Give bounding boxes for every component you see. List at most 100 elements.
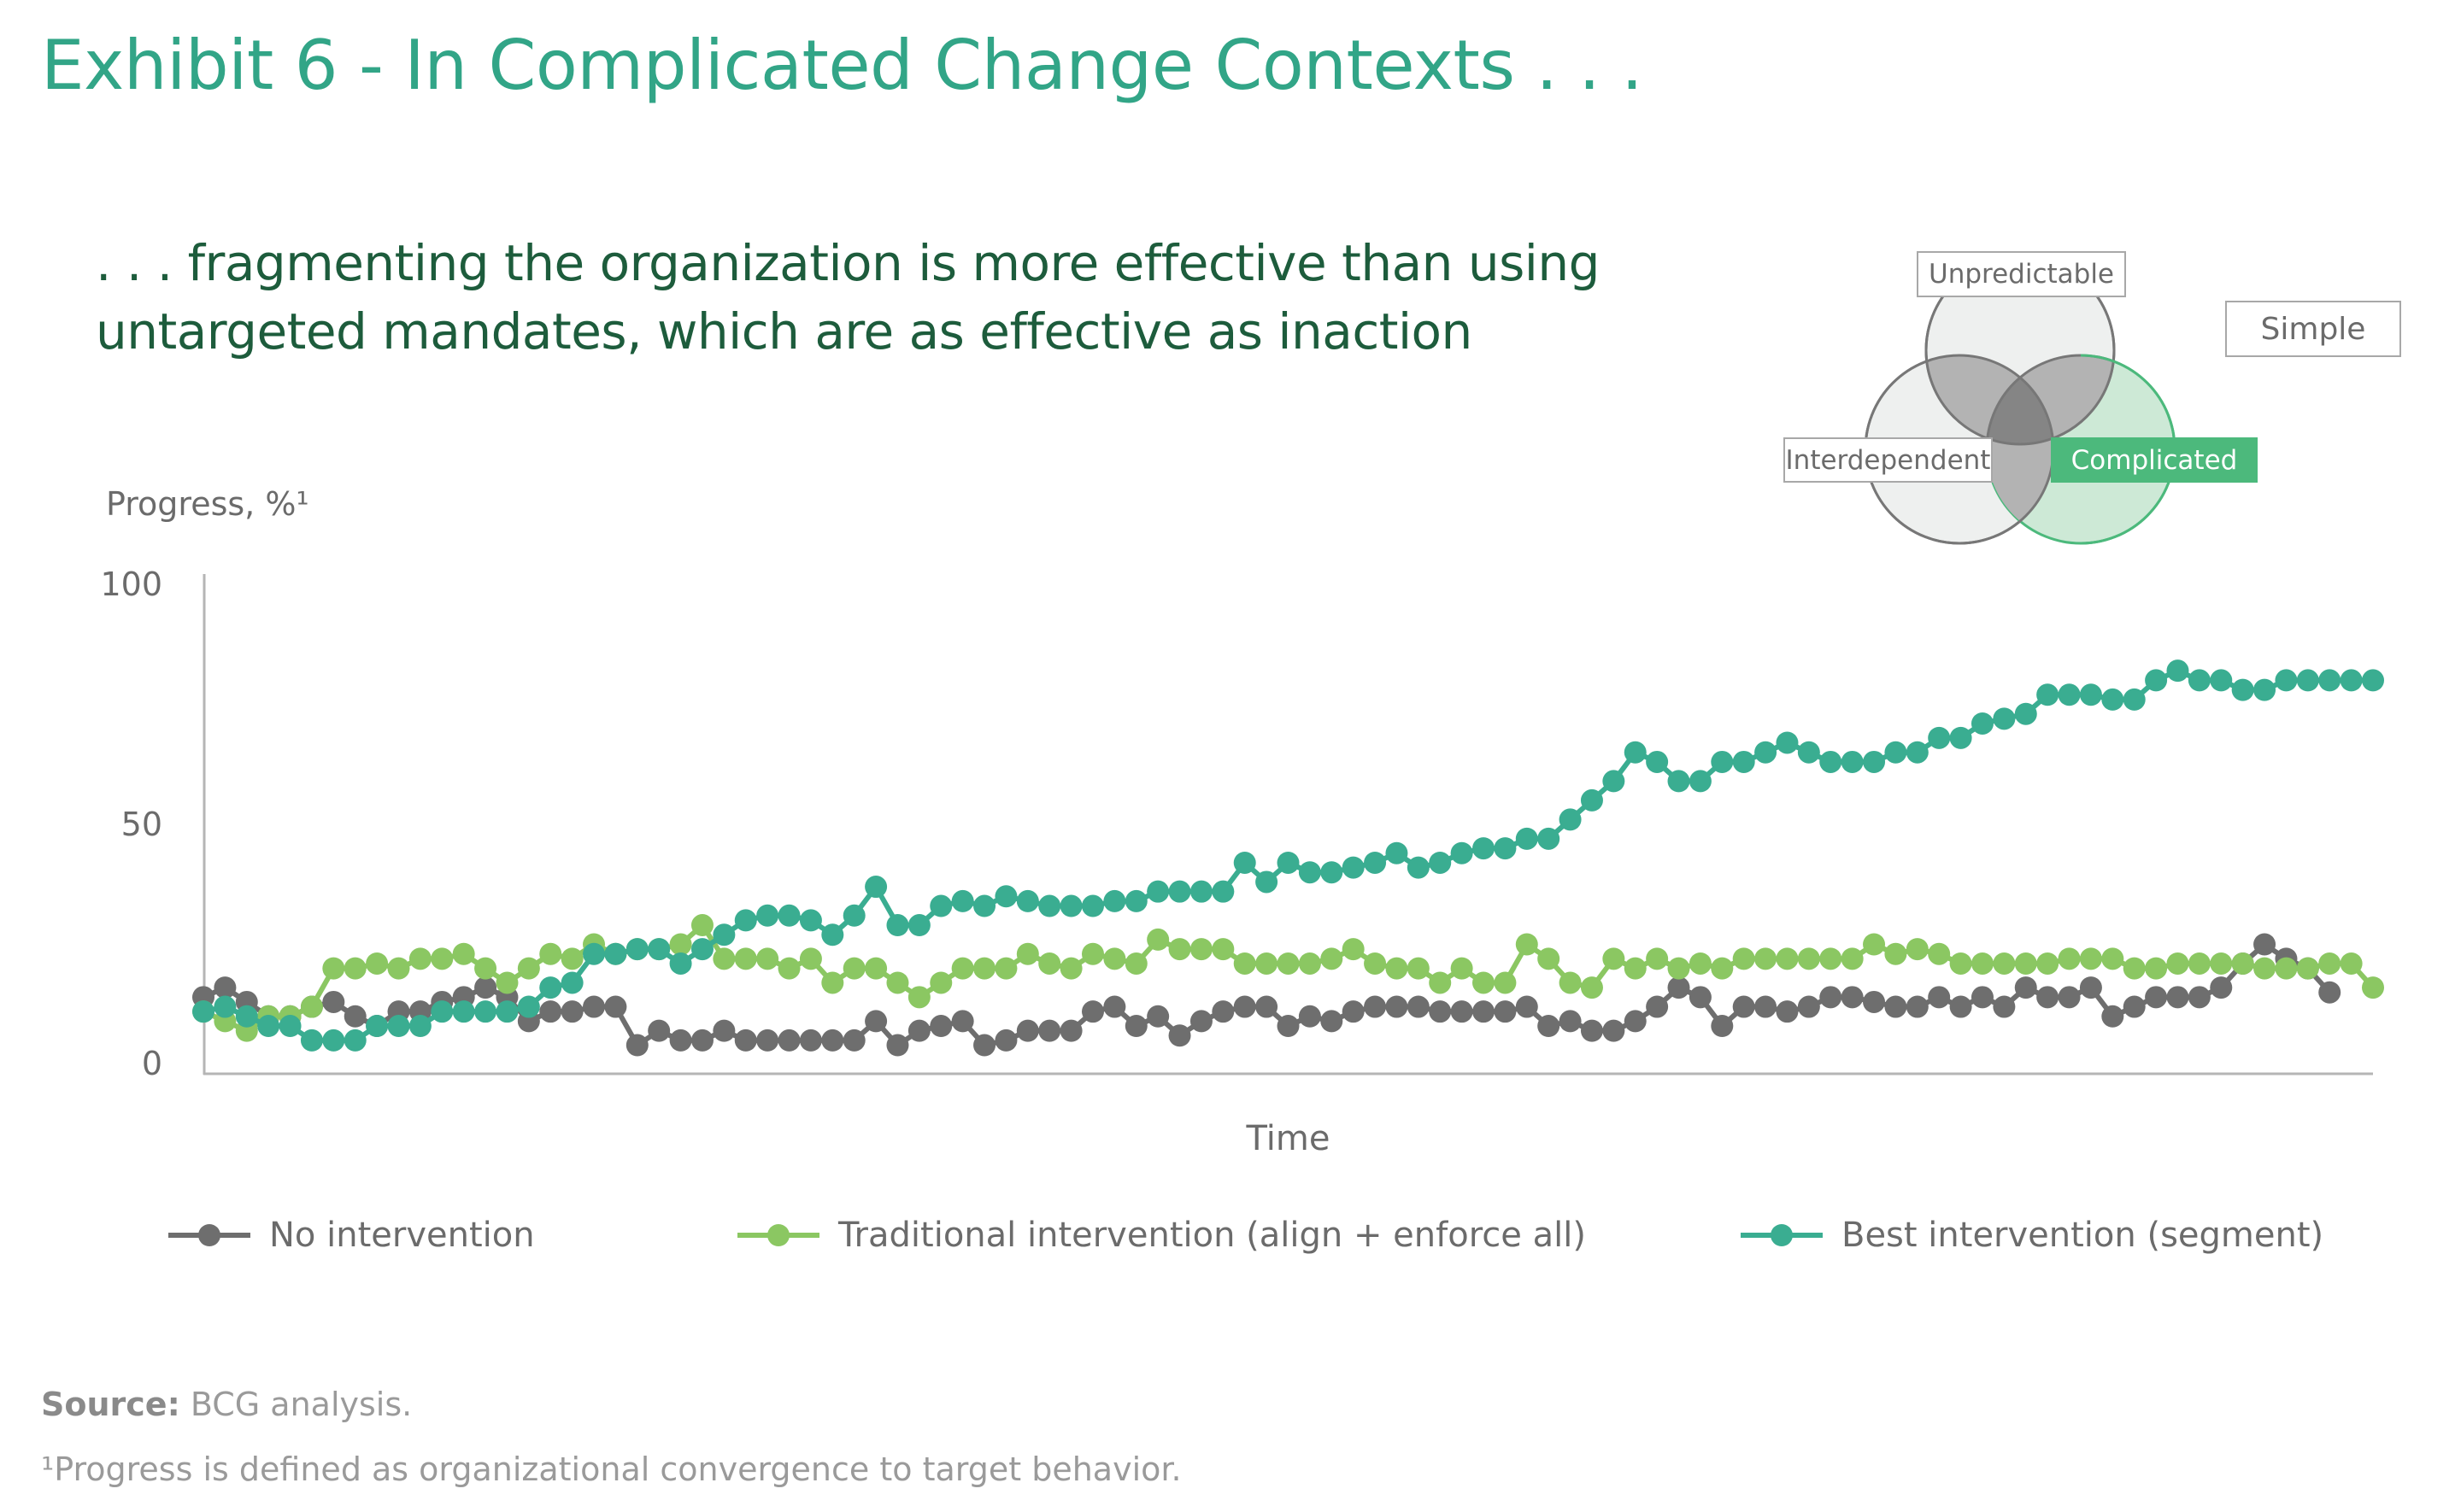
data-point	[1884, 741, 1907, 764]
data-point	[431, 1000, 454, 1023]
data-point	[1732, 995, 1755, 1018]
data-point	[2101, 688, 2124, 711]
data-point	[1906, 938, 1929, 961]
data-point	[1320, 861, 1343, 884]
data-point	[496, 1000, 519, 1023]
legend-item-traditional-intervention: Traditional intervention (align + enforc…	[737, 1211, 1586, 1259]
data-point	[366, 1015, 389, 1038]
data-point	[1016, 1019, 1039, 1042]
data-point	[843, 904, 866, 927]
data-point	[2188, 986, 2211, 1009]
data-point	[2275, 669, 2298, 692]
data-point	[865, 876, 888, 899]
data-point	[2210, 952, 2233, 975]
x-axis-label: Time	[1246, 1119, 1330, 1158]
data-point	[539, 976, 562, 999]
data-point	[973, 894, 996, 917]
data-point	[192, 1000, 214, 1023]
data-point	[907, 914, 931, 937]
data-point	[1537, 947, 1560, 970]
data-point	[496, 971, 519, 994]
data-point	[322, 1029, 345, 1052]
data-point	[1906, 741, 1929, 764]
data-point	[1646, 995, 1669, 1018]
data-point	[1298, 1005, 1321, 1028]
data-point	[1732, 947, 1755, 970]
venn-overlap-left-top	[1926, 355, 2053, 444]
data-point	[2318, 952, 2341, 975]
data-point	[1993, 952, 2016, 975]
data-point	[1081, 894, 1104, 917]
source-note: Source: BCG analysis.	[41, 1386, 412, 1423]
data-point	[1385, 957, 1408, 980]
data-point	[1906, 995, 1929, 1018]
data-point	[951, 957, 974, 980]
data-point	[344, 1005, 367, 1028]
data-point	[626, 1034, 649, 1057]
data-point	[713, 947, 736, 970]
data-point	[1060, 957, 1083, 980]
data-point	[1515, 995, 1538, 1018]
data-point	[1819, 986, 1842, 1009]
data-point	[1993, 995, 2016, 1018]
data-point	[1559, 808, 1582, 831]
data-point	[2296, 669, 2319, 692]
data-point	[1103, 889, 1126, 912]
source-text: BCG analysis.	[179, 1386, 413, 1423]
data-point	[1949, 995, 1972, 1018]
data-point	[843, 1029, 866, 1052]
data-point	[2253, 678, 2276, 701]
data-point	[1841, 986, 1864, 1009]
data-point	[756, 947, 779, 970]
data-point	[886, 914, 909, 937]
data-point	[2166, 986, 2189, 1009]
data-point	[843, 957, 866, 980]
data-point	[1016, 942, 1039, 965]
data-point	[1255, 870, 1278, 894]
data-point	[2362, 976, 2384, 999]
data-point	[1667, 976, 1690, 999]
data-point	[1342, 938, 1365, 961]
data-point	[604, 995, 627, 1018]
data-point	[1081, 1000, 1104, 1023]
data-point	[1147, 880, 1170, 903]
data-point	[756, 1029, 779, 1052]
data-point	[821, 923, 844, 946]
data-point	[1884, 995, 1907, 1018]
data-point	[2188, 952, 2211, 975]
data-point	[1884, 942, 1907, 965]
data-point	[1147, 1005, 1170, 1028]
data-point	[2123, 688, 2146, 711]
data-point	[1212, 1000, 1235, 1023]
data-point	[669, 933, 692, 956]
data-point	[2123, 957, 2146, 980]
data-point	[2166, 952, 2189, 975]
data-point	[2101, 1005, 2124, 1028]
data-point	[2231, 678, 2254, 701]
data-point	[1624, 741, 1647, 764]
data-point	[1776, 1000, 1799, 1023]
data-point	[2014, 952, 2037, 975]
data-point	[1841, 750, 1864, 773]
data-point	[1103, 995, 1126, 1018]
data-point	[1277, 952, 1300, 975]
data-point	[366, 952, 389, 975]
data-point	[648, 1019, 671, 1042]
source-label: Source:	[41, 1386, 180, 1423]
data-point	[279, 1015, 302, 1038]
data-point	[1819, 750, 1842, 773]
venn-overlap-right-top	[1987, 355, 2114, 444]
data-point	[561, 971, 584, 994]
data-point	[1559, 1010, 1582, 1033]
data-point	[408, 1015, 432, 1038]
venn-label-simple: Simple	[2225, 301, 2401, 357]
y-tick-50: 50	[120, 806, 162, 843]
data-point	[583, 995, 606, 1018]
data-point	[1407, 957, 1430, 980]
context-venn-diagram	[1864, 255, 2176, 545]
data-point	[1949, 726, 1972, 749]
venn-label-unpredictable: Unpredictable	[1917, 251, 2126, 297]
data-point	[1125, 1015, 1148, 1038]
data-point	[2123, 995, 2146, 1018]
data-point	[1168, 880, 1191, 903]
